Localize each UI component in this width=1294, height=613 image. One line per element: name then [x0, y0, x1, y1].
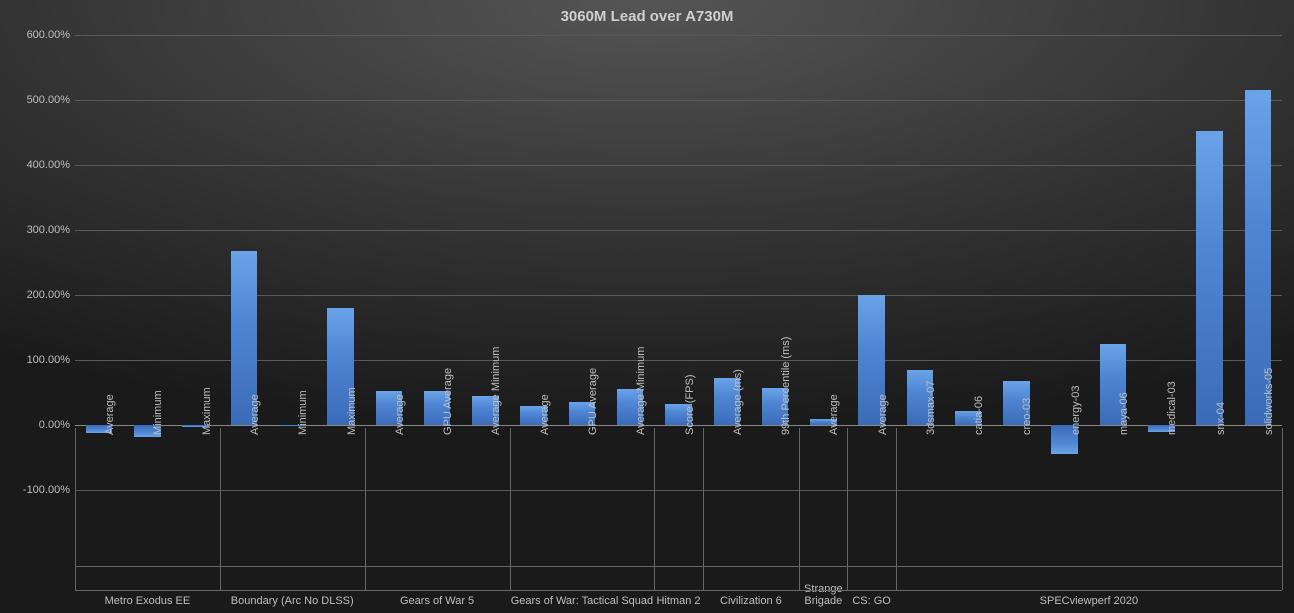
x-tick-label: Average: [828, 394, 840, 435]
bar: [1196, 131, 1223, 425]
group-label: CS: GO: [847, 595, 895, 607]
x-tick-label: medical-03: [1166, 381, 1178, 435]
x-tick-label: creo-03: [1021, 398, 1033, 435]
x-tick-label: Maximum: [346, 387, 358, 435]
y-tick-label: 0.00%: [39, 419, 70, 431]
x-tick-label: maya-06: [1118, 392, 1130, 435]
x-tick-label: GPU Average: [442, 368, 454, 435]
chart-container: 3060M Lead over A730M -100.00% 0.00% 100.0…: [0, 0, 1294, 613]
y-tick-label: 100.00%: [27, 354, 70, 366]
gridline: [75, 230, 1282, 231]
x-tick-label: Average: [877, 394, 889, 435]
gridline: [75, 490, 1282, 491]
y-tick-label: 500.00%: [27, 94, 70, 106]
x-tick-label: Average: [104, 394, 116, 435]
x-tick-label: GPU Average: [587, 368, 599, 435]
y-tick-label: 200.00%: [27, 289, 70, 301]
x-tick-label: 3dsmax-07: [925, 381, 937, 435]
group-label: Boundary (Arc No DLSS): [220, 595, 365, 607]
group-label: Gears of War: Tactical Squad: [510, 595, 655, 607]
x-tick-label: Maximum: [201, 387, 213, 435]
x-tick-label: Average Minimum: [490, 347, 502, 435]
x-tick-label: energy-03: [1070, 385, 1082, 435]
y-tick-label: 300.00%: [27, 224, 70, 236]
group-label: Civilization 6: [703, 595, 800, 607]
x-tick-label: Score (FPS): [684, 374, 696, 435]
group-label: Metro Exodus EE: [75, 595, 220, 607]
group-divider: [1282, 428, 1283, 590]
x-tick-label: solidworks-05: [1263, 368, 1275, 435]
group-label: Gears of War 5: [365, 595, 510, 607]
x-tick-label: Minimum: [152, 390, 164, 435]
group-label: Strange Brigade: [799, 583, 847, 607]
y-tick-label: 600.00%: [27, 29, 70, 41]
x-tick-label: snx-04: [1215, 402, 1227, 435]
group-baseline: [75, 590, 1282, 591]
x-tick-label: 99th Percentile (ms): [780, 337, 792, 435]
x-tick-label: Average: [249, 394, 261, 435]
group-label: SPECviewperf 2020: [896, 595, 1282, 607]
x-tick-label: Average: [394, 394, 406, 435]
gridline: [75, 165, 1282, 166]
x-tick-label: catia-06: [973, 396, 985, 435]
x-tick-label: Average: [539, 394, 551, 435]
x-tick-label: Minimum: [297, 390, 309, 435]
y-tick-label: -100.00%: [23, 484, 70, 496]
gridline: [75, 100, 1282, 101]
x-tick-label: Average Minimum: [635, 347, 647, 435]
x-tick-label: Average (ms): [732, 369, 744, 435]
group-label: Hitman 2: [654, 595, 702, 607]
group-midline: [75, 566, 1282, 567]
y-tick-label: 400.00%: [27, 159, 70, 171]
chart-title: 3060M Lead over A730M: [0, 8, 1294, 25]
gridline: [75, 35, 1282, 36]
